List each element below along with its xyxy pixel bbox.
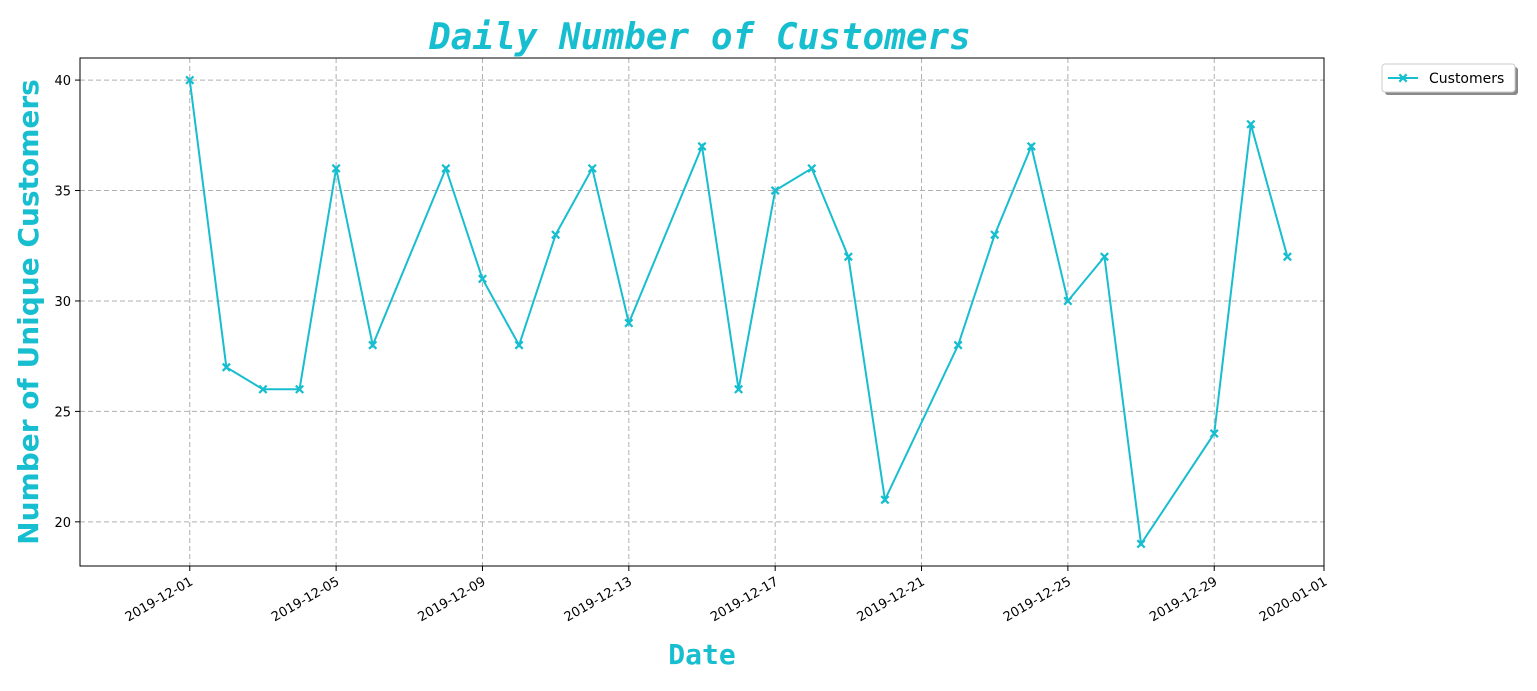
series-line bbox=[188, 79, 1289, 547]
data-point bbox=[734, 384, 744, 394]
data-point bbox=[1282, 252, 1292, 262]
y-tick-label: 25 bbox=[54, 405, 71, 420]
legend-label-customers: Customers bbox=[1429, 71, 1504, 87]
x-tick-label: 2019-12-29 bbox=[1147, 574, 1220, 625]
x-tick-label: 2019-12-05 bbox=[269, 574, 342, 625]
data-point bbox=[1246, 119, 1256, 129]
legend: Customers bbox=[1381, 63, 1518, 95]
data-point bbox=[990, 230, 1000, 240]
data-point bbox=[514, 340, 524, 350]
chart-title: Daily Number of Customers bbox=[428, 17, 971, 58]
x-tick-label: 2019-12-01 bbox=[123, 574, 196, 625]
data-point bbox=[1063, 296, 1073, 306]
data-point bbox=[1136, 539, 1146, 549]
x-tick-label: 2019-12-09 bbox=[416, 574, 489, 625]
series-customers bbox=[185, 75, 1292, 549]
grid bbox=[80, 58, 1325, 566]
data-point bbox=[1099, 252, 1109, 262]
data-point bbox=[1026, 141, 1036, 151]
y-axis-label: Number of Unique Customers bbox=[12, 79, 45, 545]
data-point bbox=[551, 230, 561, 240]
y-tick-label: 35 bbox=[54, 185, 71, 200]
data-point bbox=[441, 163, 451, 173]
data-point bbox=[624, 318, 634, 328]
legend-box bbox=[1381, 63, 1516, 93]
data-point bbox=[221, 362, 231, 372]
y-tick-label: 20 bbox=[54, 516, 71, 531]
legend-swatch-marker bbox=[1398, 73, 1408, 83]
y-tick-label: 40 bbox=[54, 74, 71, 89]
data-point bbox=[587, 163, 597, 173]
data-point bbox=[770, 186, 780, 196]
data-point bbox=[185, 75, 195, 85]
plot-area bbox=[79, 57, 1325, 567]
data-point bbox=[331, 163, 341, 173]
x-tick-label: 2019-12-21 bbox=[855, 574, 928, 625]
data-point bbox=[1209, 428, 1219, 438]
x-axis-label: Date bbox=[668, 638, 735, 671]
data-point bbox=[258, 384, 268, 394]
x-tick-label: 2019-12-25 bbox=[1001, 574, 1074, 625]
data-point bbox=[697, 141, 707, 151]
data-point bbox=[953, 340, 963, 350]
data-point bbox=[368, 340, 378, 350]
data-point bbox=[477, 274, 487, 284]
x-tick-label: 2019-12-13 bbox=[562, 574, 635, 625]
x-tick-label: 2020-01-01 bbox=[1257, 574, 1330, 625]
data-point bbox=[295, 384, 305, 394]
y-tick-label: 30 bbox=[54, 295, 71, 310]
data-point bbox=[880, 495, 890, 505]
x-tick-label: 2019-12-17 bbox=[708, 574, 781, 625]
data-point bbox=[807, 163, 817, 173]
data-point bbox=[843, 252, 853, 262]
